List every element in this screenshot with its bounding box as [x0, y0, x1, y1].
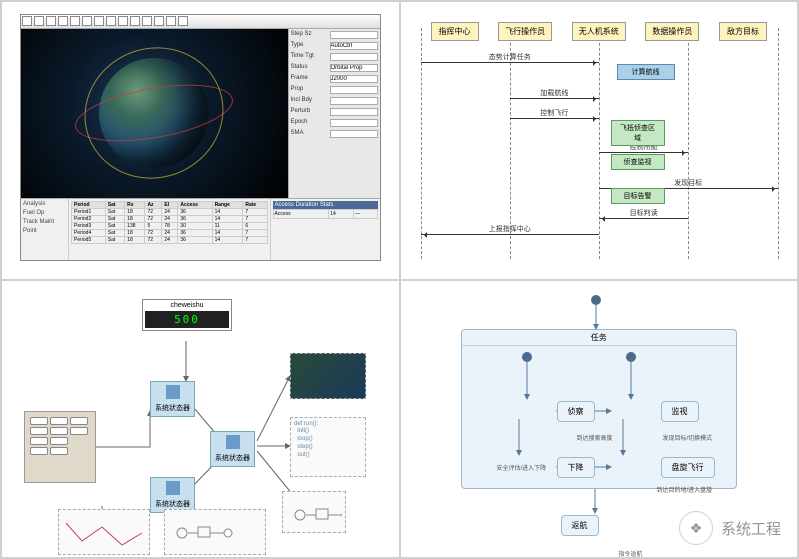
lcd-title: cheweishu [145, 302, 229, 309]
task-frame-title: 任务 [462, 330, 737, 346]
toolbar-icon [142, 16, 152, 26]
property-input [330, 75, 378, 83]
quadrant-sequence-diagram: 指挥中心飞行操作员无人机系统数据操作员敌方目标态势计算任务加载航线控制飞行控制吊… [400, 1, 799, 280]
sim-3d-view [21, 29, 288, 198]
transition-label: 安全评估/进入下降 [497, 463, 547, 472]
toolbar-icon [22, 16, 32, 26]
watermark-text: 系统工程 [721, 518, 781, 539]
detail-panel-map [290, 353, 366, 399]
property-input [330, 42, 378, 50]
toolbar-icon [118, 16, 128, 26]
toolbar-icon [46, 16, 56, 26]
toolbar-icon [106, 16, 116, 26]
sim-bottom-panel: Analysis Fuel Op Track Maint Point PeriodSa… [21, 198, 380, 260]
activation-box: 侦查监视 [611, 154, 665, 170]
analysis-item: Analysis [23, 201, 66, 207]
system-node: 系统状态器 [210, 431, 255, 467]
property-row: Perturb [291, 108, 378, 116]
quadrant-block-diagram: cheweishu 500 系统状态器系统状态器系统状态器def run(): … [1, 280, 400, 559]
toolbar-icon [82, 16, 92, 26]
toolbar-icon [154, 16, 164, 26]
sequence-message: 加载航线 [510, 88, 599, 100]
property-row: Frame [291, 75, 378, 83]
watermark: ❖ 系统工程 [679, 511, 781, 545]
sim-analysis-list: Analysis Fuel Op Track Maint Point [21, 199, 69, 260]
system-node: 系统状态器 [150, 477, 195, 513]
toolbar-icon [58, 16, 68, 26]
sim-toolbar [21, 15, 380, 29]
toolbar-icon [34, 16, 44, 26]
state-node: 盘旋飞行 [661, 457, 715, 478]
sequence-message: 目标判读 [599, 208, 688, 220]
system-node: 系统状态器 [150, 381, 195, 417]
detail-panel-schematic [282, 491, 346, 533]
property-row: Incl Bdy [291, 97, 378, 105]
toolbar-icon [130, 16, 140, 26]
sim-window: Step Sz Type Time Tgt Status Frame Prop Incl B… [20, 14, 381, 261]
activation-box: 目标告警 [611, 188, 665, 204]
sequence-message: 控制飞行 [510, 108, 599, 120]
transition-label: 发现目标/切换模式 [663, 433, 713, 442]
state-node-return: 返航 [561, 515, 599, 536]
property-input [330, 53, 378, 61]
lifeline [688, 28, 689, 259]
lcd-display: cheweishu 500 [142, 299, 232, 331]
state-node: 监视 [661, 401, 699, 422]
state-node: 下降 [557, 457, 595, 478]
initial-state-dot [591, 295, 601, 305]
sequence-actor: 数据操作员 [645, 22, 699, 41]
transition-label: 到达目的地/进入盘旋 [657, 485, 713, 494]
analysis-item: Point [23, 228, 66, 234]
analysis-item: Fuel Op [23, 210, 66, 216]
activation-box: 飞抵侦查区域 [611, 120, 665, 146]
property-input [330, 108, 378, 116]
sim-summary-panel: Access Duration Stats Access14— [270, 199, 380, 260]
property-row: Status [291, 64, 378, 72]
property-input [330, 97, 378, 105]
toolbar-icon [178, 16, 188, 26]
control-ui-panel [24, 411, 96, 483]
sim-properties-panel: Step Sz Type Time Tgt Status Frame Prop Incl B… [288, 29, 380, 198]
sequence-actor: 指挥中心 [431, 22, 479, 41]
property-input [330, 119, 378, 127]
property-row: Type [291, 42, 378, 50]
property-row: SMA [291, 130, 378, 138]
property-row: Time Tgt [291, 53, 378, 61]
property-input [330, 64, 378, 72]
sequence-actor: 敌方目标 [719, 22, 767, 41]
toolbar-icon [166, 16, 176, 26]
activation-box: 计算航线 [617, 64, 675, 80]
inner-start-2 [626, 352, 636, 362]
state-node: 侦察 [557, 401, 595, 422]
property-input [330, 86, 378, 94]
sim-data-table: PeriodSatRxAzElAccessRangeRatePeriod1Sat… [69, 199, 270, 260]
quadrant-sim-screenshot: Step Sz Type Time Tgt Status Frame Prop Incl B… [1, 1, 400, 280]
sequence-message: 上报指挥中心 [421, 224, 600, 236]
property-input [330, 130, 378, 138]
toolbar-icon [94, 16, 104, 26]
watermark-icon: ❖ [679, 511, 713, 545]
toolbar-icon [70, 16, 80, 26]
transition-label: 到达搜索高度 [577, 433, 613, 442]
sequence-actor: 飞行操作员 [498, 22, 552, 41]
detail-panel-chart [58, 509, 150, 555]
property-row: Epoch [291, 119, 378, 127]
property-row: Step Sz [291, 31, 378, 39]
lcd-value: 500 [145, 311, 229, 328]
transition-label: 指令返航 [619, 549, 643, 558]
detail-panel-schematic2 [164, 509, 266, 555]
sequence-message: 态势计算任务 [421, 52, 600, 64]
inner-start-1 [522, 352, 532, 362]
lifeline [778, 28, 779, 259]
detail-panel-code: def run(): init() loop() step() out() [290, 417, 366, 477]
sequence-actor: 无人机系统 [572, 22, 626, 41]
property-row: Prop [291, 86, 378, 94]
analysis-item: Track Maint [23, 219, 66, 225]
orbit-ring-2 [66, 28, 242, 198]
property-input [330, 31, 378, 39]
